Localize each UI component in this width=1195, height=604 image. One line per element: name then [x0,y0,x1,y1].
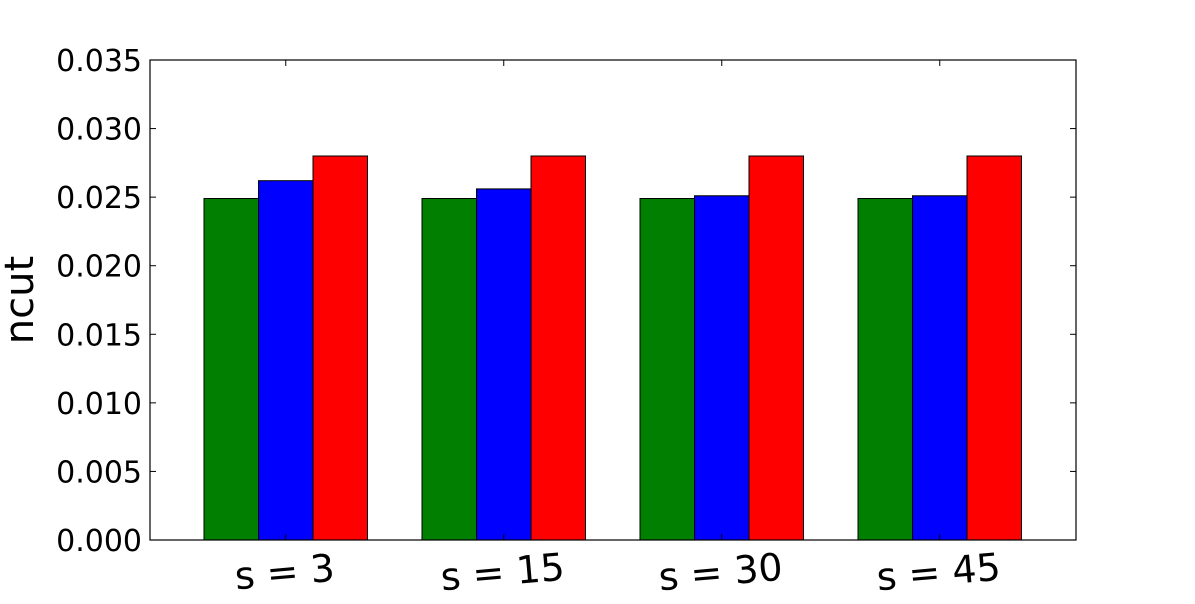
y-tick-label: 0.030 [56,113,142,148]
plot-frame [149,59,1077,541]
y-tick-label: 0.015 [56,318,142,353]
bar-3-series-1 [639,198,695,541]
y-tick-label: 0.005 [56,455,142,490]
y-tick-label: 0.020 [56,250,142,285]
x-tick-label: s = 30 [657,545,785,600]
y-tick-label: 0.010 [56,387,142,422]
y-tick-label: 0.000 [56,524,142,559]
bar-4-series-1 [857,198,913,541]
bar-4-series-2 [912,195,968,541]
bar-1-series-1 [203,198,259,541]
bar-3-series-2 [694,195,750,541]
labels-layer: s = 3 s = 15 s = 30 s = 45 0.000 0.005 0.010 0.… [56,44,1002,599]
x-tick-label: s = 15 [439,545,567,600]
y-tick-label: 0.035 [56,44,142,79]
y-axis-title: ncut [0,256,43,344]
bar-1-series-3 [312,155,368,541]
x-tick-label: s = 45 [875,545,1003,600]
bars-layer [203,155,1022,541]
y-tick-label: 0.025 [56,181,142,216]
bar-4-series-3 [966,155,1022,541]
bar-2-series-2 [476,188,532,541]
bar-1-series-2 [258,180,314,541]
bar-2-series-3 [530,155,586,541]
x-tick-label: s = 3 [233,546,336,599]
bar-3-series-3 [748,155,804,541]
bar-2-series-1 [421,198,477,541]
